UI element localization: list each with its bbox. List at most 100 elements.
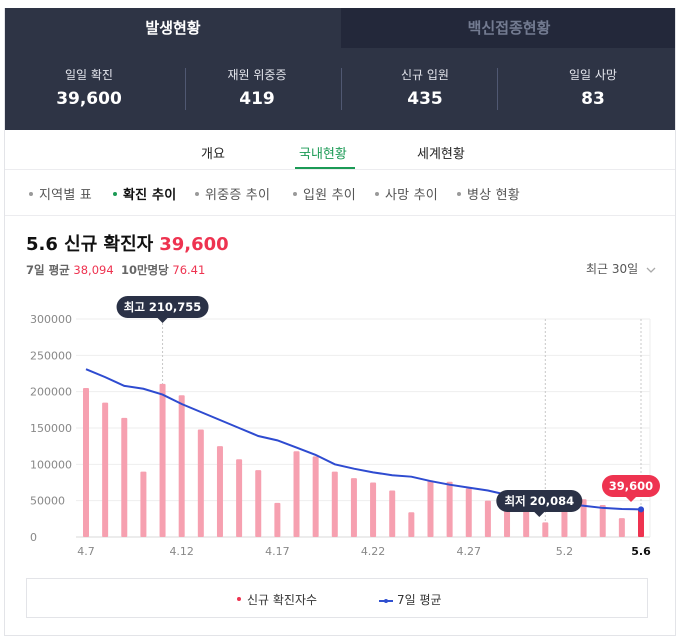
avg-last-point <box>638 506 644 513</box>
stat-daily-deaths: 일일 사망 83 <box>509 66 675 109</box>
x-tick-label: 4.27 <box>457 545 482 558</box>
chevron-down-icon <box>646 267 656 273</box>
chart-subline: 7일 평균 38,094 10만명당 76.41 <box>26 262 205 278</box>
y-tick-label: 250000 <box>30 349 72 362</box>
y-tick-label: 300000 <box>30 313 72 326</box>
bar-confirmed-cases <box>140 471 147 537</box>
avg-label: 7일 평균 <box>26 263 70 277</box>
bar-confirmed-cases <box>293 451 300 537</box>
y-tick-label: 200000 <box>30 386 72 399</box>
stat-value: 419 <box>239 89 275 109</box>
active-tab-indicator <box>295 167 355 169</box>
latest-tooltip-text: 39,600 <box>609 479 653 493</box>
sub-navigation: 개요 국내현황 세계현황 <box>5 130 675 170</box>
divider <box>497 68 498 110</box>
bar-confirmed-cases <box>580 499 587 537</box>
chip-confirmed-trend[interactable]: 확진 추이 <box>113 184 176 203</box>
x-tick-label: 4.17 <box>265 545 290 558</box>
stat-value: 39,600 <box>56 89 122 109</box>
bar-confirmed-cases <box>121 417 128 537</box>
avg-value: 38,094 <box>73 263 114 277</box>
bar-confirmed-cases <box>484 500 491 537</box>
bar-confirmed-cases <box>618 518 625 537</box>
min-tooltip-bubble <box>496 490 583 512</box>
covid-dashboard: 발생현황 백신접종현황 일일 확진 39,600 재원 위중증 419 신규 입… <box>4 8 676 636</box>
bar-confirmed-cases <box>408 512 415 537</box>
bar-confirmed-cases <box>197 429 204 537</box>
x-tick-label: 5.2 <box>556 545 574 558</box>
bar-confirmed-cases <box>236 459 243 537</box>
bar-confirmed-cases <box>216 446 223 537</box>
x-tick-label: 4.12 <box>169 545 194 558</box>
x-tick-label: 4.22 <box>361 545 386 558</box>
bar-confirmed-cases <box>159 383 166 537</box>
bar-confirmed-cases <box>465 488 472 537</box>
legend-dot <box>237 596 241 601</box>
bar-confirmed-cases <box>312 456 319 537</box>
chip-admission-trend[interactable]: 입원 추이 <box>293 184 356 203</box>
chip-critical-trend[interactable]: 위중증 추이 <box>195 184 270 203</box>
legend-item-avg: 7일 평균 <box>379 591 442 608</box>
stat-label: 일일 사망 <box>569 68 617 82</box>
range-label: 최근 30일 <box>585 262 639 276</box>
stat-daily-confirmed: 일일 확진 39,600 <box>5 66 173 109</box>
chart-filter-bar: 지역별 표 확진 추이 위중증 추이 입원 추이 사망 추이 병상 현황 <box>5 170 675 216</box>
subtab-overview[interactable]: 개요 <box>201 147 225 162</box>
x-tick-label: 4.7 <box>77 545 95 558</box>
bar-confirmed-cases <box>331 471 338 537</box>
y-tick-label: 50000 <box>30 495 65 508</box>
latest-tooltip-pointer <box>626 497 636 502</box>
bar-confirmed-cases <box>370 482 377 537</box>
max-tooltip-pointer <box>157 318 168 323</box>
line-7day-average <box>85 368 642 511</box>
x-tick-label: 5.6 <box>631 545 651 558</box>
stat-label: 일일 확진 <box>65 68 113 82</box>
chart-legend: 신규 확진자수 7일 평균 <box>26 578 648 618</box>
chip-regional-table[interactable]: 지역별 표 <box>29 184 92 203</box>
min-tooltip-text: 최저 20,084 <box>505 494 575 508</box>
headline-date: 5.6 신규 확진자 <box>26 234 154 255</box>
bar-confirmed-cases <box>542 522 549 537</box>
bar-confirmed-cases <box>83 388 89 537</box>
chip-death-trend[interactable]: 사망 추이 <box>375 184 438 203</box>
tab-outbreak-status[interactable]: 발생현황 <box>5 8 341 48</box>
latest-tooltip-bubble <box>602 475 660 497</box>
bar-confirmed-cases <box>638 508 644 537</box>
chart-headline: 5.6 신규 확진자 39,600 <box>26 230 229 256</box>
bar-confirmed-cases <box>599 505 606 537</box>
min-tooltip-pointer <box>534 512 545 517</box>
legend-line <box>379 597 393 605</box>
per-label: 10만명당 <box>120 263 169 277</box>
y-tick-label: 0 <box>30 531 37 544</box>
legend-item-cases: 신규 확진자수 <box>237 591 317 608</box>
stat-new-admissions: 신규 입원 435 <box>341 66 509 109</box>
range-select[interactable]: 최근 30일 <box>586 260 656 277</box>
y-tick-label: 150000 <box>30 422 72 435</box>
bar-confirmed-cases <box>389 490 396 537</box>
subtab-domestic[interactable]: 국내현황 <box>299 147 347 162</box>
stat-critical: 재원 위중증 419 <box>173 66 341 109</box>
subtab-world[interactable]: 세계현황 <box>417 147 465 162</box>
tab-vaccination-status[interactable]: 백신접종현황 <box>341 8 675 48</box>
bar-confirmed-cases <box>102 402 109 537</box>
stat-label: 신규 입원 <box>401 68 449 82</box>
stat-label: 재원 위중증 <box>227 68 287 82</box>
max-tooltip-text: 최고 210,755 <box>124 300 202 314</box>
bar-confirmed-cases <box>446 481 453 537</box>
y-tick-label: 100000 <box>30 458 72 471</box>
divider <box>341 68 342 110</box>
bar-confirmed-cases <box>350 478 357 537</box>
bar-confirmed-cases <box>274 502 281 537</box>
stat-value: 435 <box>407 89 443 109</box>
max-tooltip-bubble <box>116 296 209 318</box>
bar-confirmed-cases <box>427 480 434 537</box>
stat-value: 83 <box>581 89 605 109</box>
per-value: 76.41 <box>172 263 206 277</box>
divider <box>185 68 186 110</box>
bar-confirmed-cases <box>255 470 262 537</box>
bar-confirmed-cases <box>178 395 185 537</box>
headline-value: 39,600 <box>159 234 229 255</box>
chip-bed-status[interactable]: 병상 현황 <box>457 184 520 203</box>
summary-header: 발생현황 백신접종현황 일일 확진 39,600 재원 위중증 419 신규 입… <box>5 8 675 130</box>
